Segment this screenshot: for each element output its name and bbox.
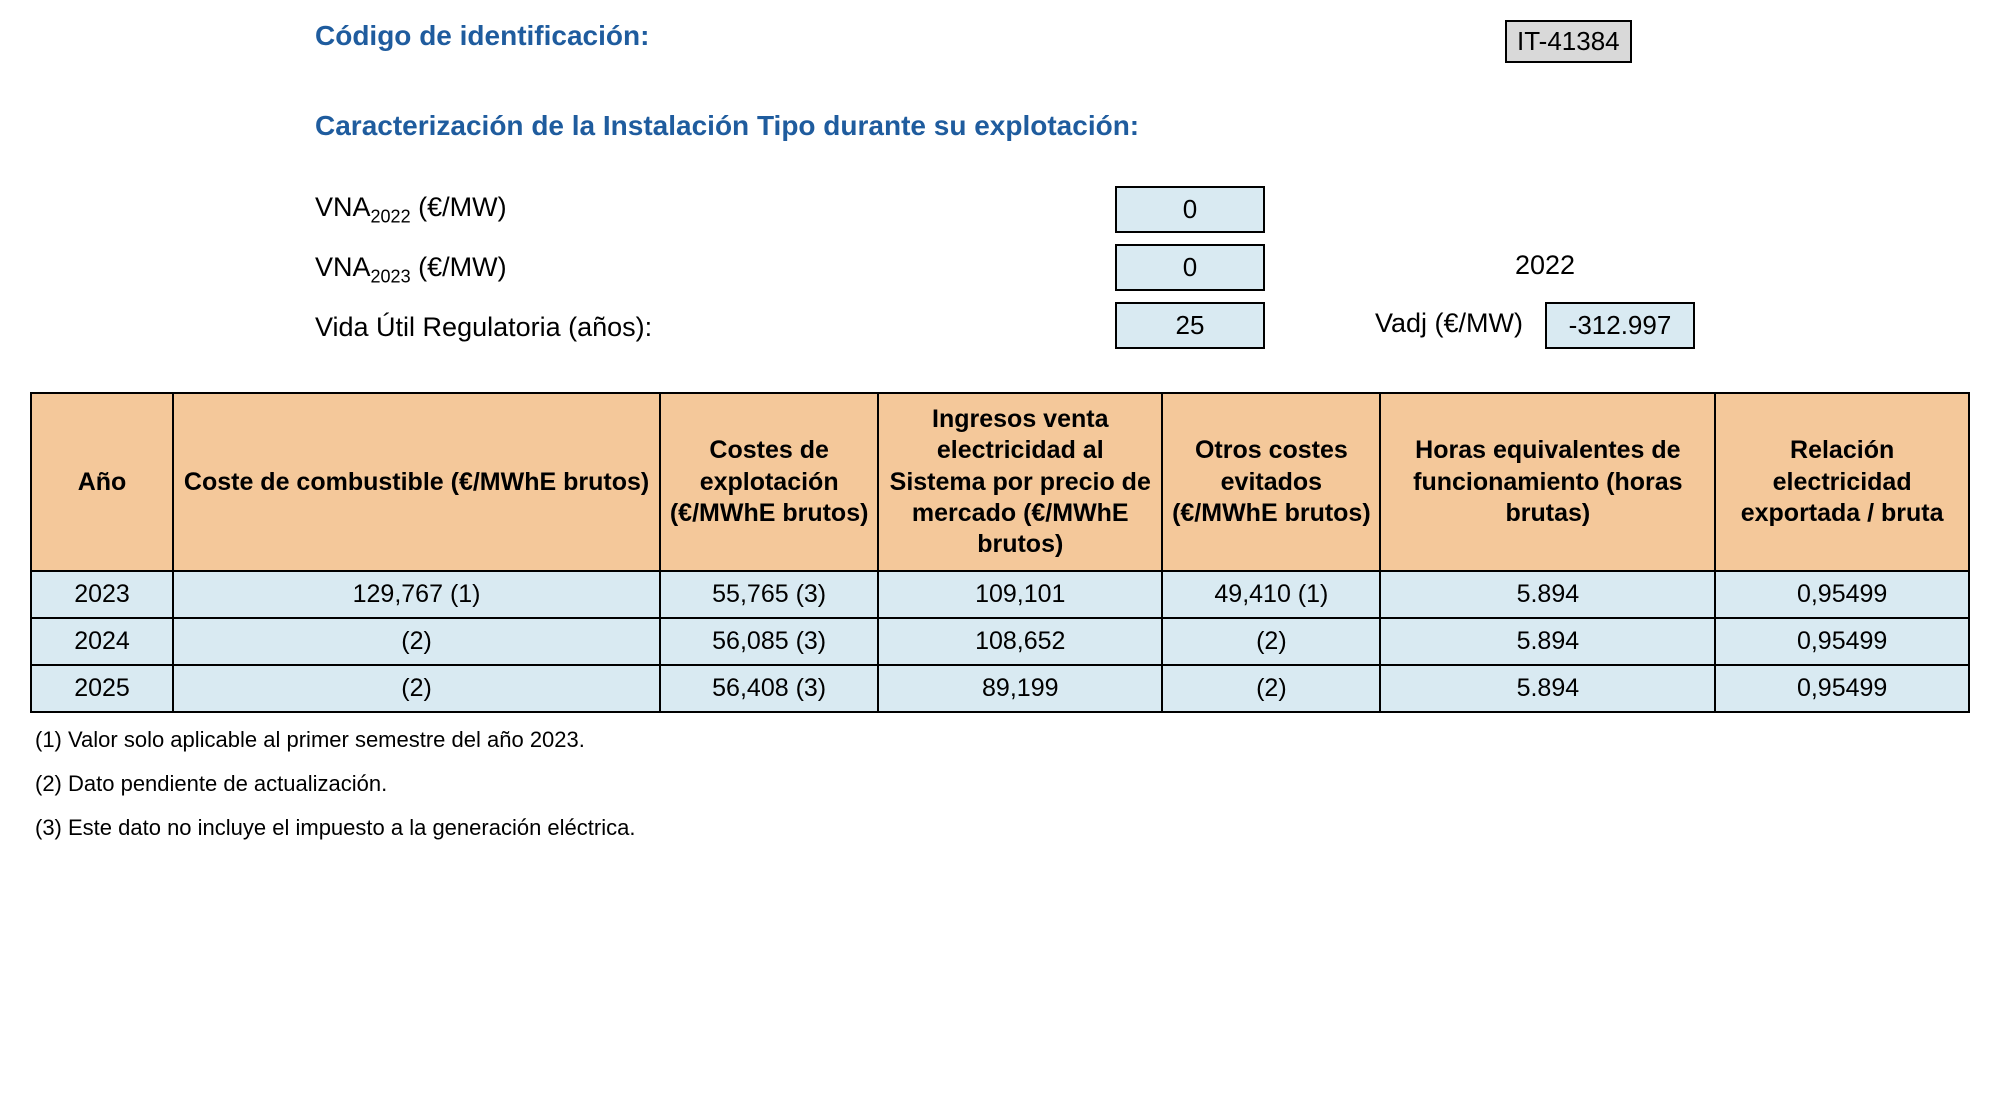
cell-ingresos: 109,101	[878, 571, 1162, 618]
cell-ingresos: 108,652	[878, 618, 1162, 665]
vna2023-label-pre: VNA	[315, 252, 371, 282]
code-id-label: Código de identificación:	[315, 20, 649, 51]
vna2023-value: 0	[1115, 244, 1265, 291]
cell-ano: 2024	[31, 618, 173, 665]
cell-otros: (2)	[1162, 618, 1380, 665]
cell-relacion: 0,95499	[1715, 571, 1969, 618]
cell-combustible: (2)	[173, 618, 660, 665]
cell-combustible: 129,767 (1)	[173, 571, 660, 618]
cell-explotacion: 56,408 (3)	[660, 665, 878, 712]
cell-ano: 2025	[31, 665, 173, 712]
cell-relacion: 0,95499	[1715, 618, 1969, 665]
vna2022-label-pre: VNA	[315, 192, 371, 222]
parameters-block: VNA2022 (€/MW) 0 VNA2023 (€/MW) 0 Vida Ú…	[315, 192, 1970, 382]
cell-ingresos: 89,199	[878, 665, 1162, 712]
table-body: 2023 129,767 (1) 55,765 (3) 109,101 49,4…	[31, 571, 1969, 712]
footnote-2: (2) Dato pendiente de actualización.	[35, 771, 1970, 797]
section-title: Caracterización de la Instalación Tipo d…	[315, 110, 1139, 141]
th-ano: Año	[31, 393, 173, 571]
th-otros: Otros costes evitados (€/MWhE brutos)	[1162, 393, 1380, 571]
cell-combustible: (2)	[173, 665, 660, 712]
table-header-row: Año Coste de combustible (€/MWhE brutos)…	[31, 393, 1969, 571]
cell-explotacion: 56,085 (3)	[660, 618, 878, 665]
vida-util-label: Vida Útil Regulatoria (años):	[315, 312, 652, 343]
cell-horas: 5.894	[1380, 665, 1715, 712]
footnotes: (1) Valor solo aplicable al primer semes…	[35, 727, 1970, 841]
vida-util-value: 25	[1115, 302, 1265, 349]
table-row: 2023 129,767 (1) 55,765 (3) 109,101 49,4…	[31, 571, 1969, 618]
th-relacion: Relación electricidad exportada / bruta	[1715, 393, 1969, 571]
vadj-year: 2022	[1485, 250, 1605, 281]
vna2022-label: VNA2022 (€/MW)	[315, 192, 507, 227]
table-row: 2025 (2) 56,408 (3) 89,199 (2) 5.894 0,9…	[31, 665, 1969, 712]
vna2022-sub: 2022	[371, 206, 411, 226]
vna2022-label-post: (€/MW)	[411, 192, 507, 222]
cell-horas: 5.894	[1380, 571, 1715, 618]
footnote-3: (3) Este dato no incluye el impuesto a l…	[35, 815, 1970, 841]
th-combustible: Coste de combustible (€/MWhE brutos)	[173, 393, 660, 571]
cell-otros: 49,410 (1)	[1162, 571, 1380, 618]
cell-relacion: 0,95499	[1715, 665, 1969, 712]
cell-explotacion: 55,765 (3)	[660, 571, 878, 618]
code-id-value: IT-41384	[1505, 20, 1632, 63]
vna2023-label: VNA2023 (€/MW)	[315, 252, 507, 287]
vadj-value: -312.997	[1545, 302, 1695, 349]
th-ingresos: Ingresos venta electricidad al Sistema p…	[878, 393, 1162, 571]
th-horas: Horas equivalentes de funcionamiento (ho…	[1380, 393, 1715, 571]
data-table: Año Coste de combustible (€/MWhE brutos)…	[30, 392, 1970, 713]
cell-ano: 2023	[31, 571, 173, 618]
footnote-1: (1) Valor solo aplicable al primer semes…	[35, 727, 1970, 753]
vadj-label: Vadj (€/MW)	[1375, 308, 1523, 339]
vna2023-sub: 2023	[371, 266, 411, 286]
cell-otros: (2)	[1162, 665, 1380, 712]
vna2022-value: 0	[1115, 186, 1265, 233]
th-explotacion: Costes de explotación (€/MWhE brutos)	[660, 393, 878, 571]
vna2023-label-post: (€/MW)	[411, 252, 507, 282]
table-row: 2024 (2) 56,085 (3) 108,652 (2) 5.894 0,…	[31, 618, 1969, 665]
cell-horas: 5.894	[1380, 618, 1715, 665]
